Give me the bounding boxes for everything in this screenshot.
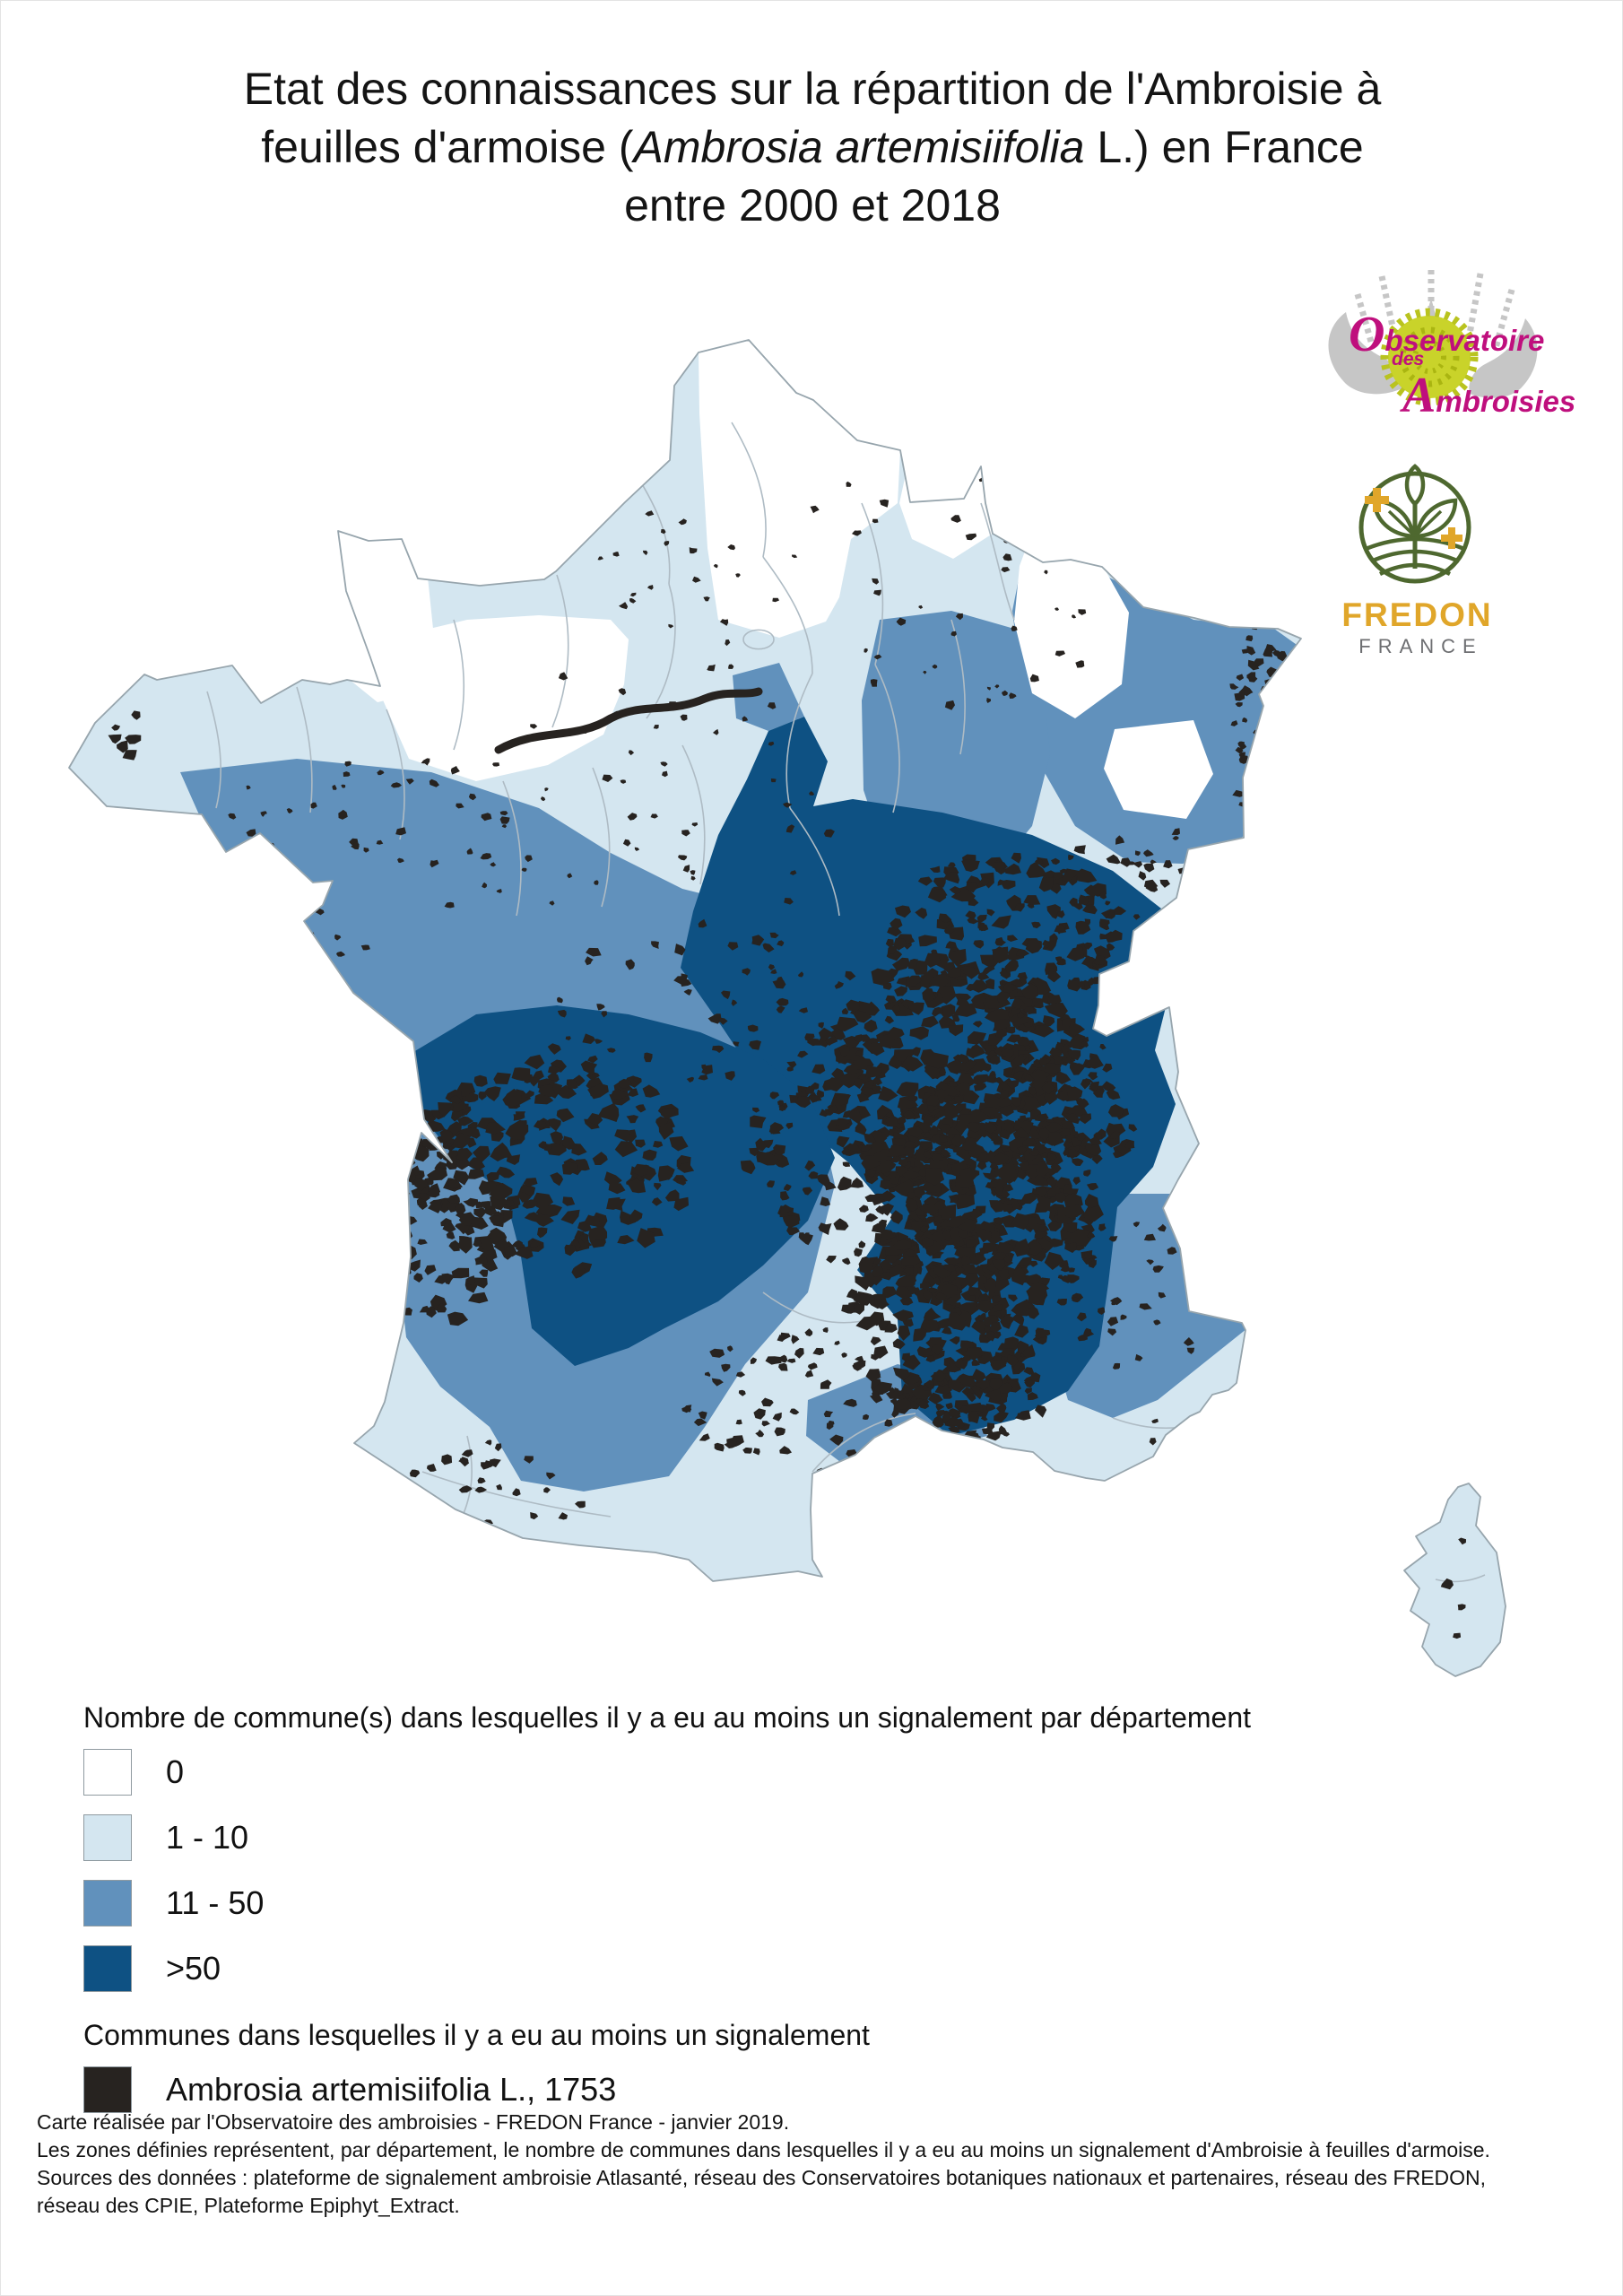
legend-label-0: 0: [166, 1753, 185, 1790]
credit-line-4: réseau des CPIE, Plateforme Epiphyt_Extr…: [37, 2194, 460, 2217]
legend-item-sup50: >50: [83, 1945, 1563, 1992]
observatoire-logo-word2: des: [1392, 349, 1425, 370]
gold-cross-icons: [1365, 488, 1462, 549]
loire-valley-communes: [494, 687, 763, 754]
credit-line-2: Les zones définies représentent, par dép…: [37, 2138, 1490, 2161]
legend-label-11-50: 11 - 50: [166, 1884, 265, 1921]
legend-label-1-10: 1 - 10: [166, 1819, 249, 1856]
fredon-logo-name: FREDON: [1341, 596, 1493, 633]
observatoire-ambroisies-logo: Observatoire des Ambroisies: [1297, 263, 1575, 447]
plant-sprout-icon: [1365, 464, 1465, 577]
legend-swatch-1-10: [83, 1814, 132, 1861]
title-line-3: entre 2000 et 2018: [624, 180, 1001, 230]
observatoire-logo-word1: Observatoire: [1349, 307, 1545, 362]
legend-choropleth-heading: Nombre de commune(s) dans lesquelles il …: [83, 1701, 1252, 1734]
title-line-2: feuilles d'armoise (Ambrosia artemisiifo…: [261, 122, 1364, 172]
fredon-plant-icon: [1358, 464, 1471, 584]
legend-item-ambrosia: Ambrosia artemisiifolia L., 1753: [83, 2066, 1563, 2113]
observatoire-logo-word3: Ambroisies: [1402, 368, 1576, 423]
legend-occurrence-heading: Communes dans lesquelles il y a eu au mo…: [83, 2019, 870, 2051]
legend-item-0: 0: [83, 1749, 1563, 1796]
zone-sud-paris-11-50: [733, 663, 804, 731]
title-line-1: Etat des connaissances sur la répartitio…: [243, 64, 1382, 114]
legend-swatch-0: [83, 1749, 132, 1796]
zone-vosges-ouest-0: [1104, 720, 1213, 819]
latin-name: Ambrosia artemisiifolia: [633, 122, 1085, 172]
credit-line-3: Sources des données : plateforme de sign…: [37, 2166, 1487, 2189]
ambrosia-plant-icon: [1328, 270, 1538, 406]
zone-orne-sarthe-0: [373, 615, 629, 781]
france-map: [1, 306, 1623, 1705]
legend-item-1-10: 1 - 10: [83, 1814, 1563, 1861]
legend-swatch-11-50: [83, 1880, 132, 1926]
pollen-grain-icon: [1380, 308, 1479, 406]
legend-label-ambrosia: Ambrosia artemisiifolia L., 1753: [166, 2071, 617, 2108]
fredon-france-logo: FREDON FRANCE: [1339, 463, 1496, 657]
map-credits: Carte réalisée par l'Observatoire des am…: [37, 2109, 1597, 2220]
legend-item-11-50: 11 - 50: [83, 1880, 1563, 1926]
mainland-outline: [68, 339, 1302, 1582]
france-map-svg: [68, 339, 1506, 1677]
corsica-outline: [1403, 1483, 1506, 1677]
page-title: Etat des connaissances sur la répartitio…: [1, 60, 1623, 235]
zone-meuse-0: [1014, 532, 1129, 718]
legend-swatch-ambrosia: [83, 2066, 132, 2113]
credit-line-1: Carte réalisée par l'Observatoire des am…: [37, 2110, 790, 2134]
map-legend: Nombre de commune(s) dans lesquelles il …: [56, 1701, 1563, 2132]
zone-nord-picardie-0: [699, 340, 900, 638]
legend-label-sup50: >50: [166, 1950, 221, 1987]
commune-speckles-layer: [108, 442, 1466, 1639]
fredon-logo-country: FRANCE: [1358, 635, 1483, 657]
legend-swatch-sup50: [83, 1945, 132, 1992]
